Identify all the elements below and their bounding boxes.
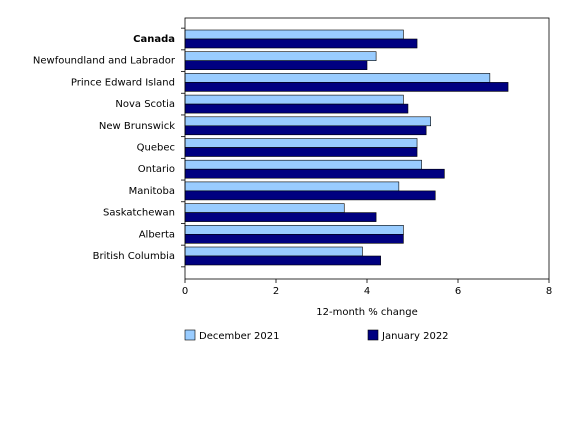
- legend-label: December 2021: [199, 331, 279, 342]
- bar: [184, 116, 431, 127]
- y-tick-label: British Columbia: [93, 251, 175, 262]
- y-tick-label: Quebec: [137, 143, 175, 154]
- bar: [184, 190, 436, 201]
- bar: [184, 203, 345, 213]
- bar: [184, 147, 418, 157]
- y-tick-label: Prince Edward Island: [71, 77, 175, 88]
- legend-swatch: [184, 329, 196, 341]
- bar: [184, 168, 445, 179]
- x-tick-label: 4: [364, 286, 370, 297]
- bar: [184, 159, 422, 170]
- y-tick-label: Manitoba: [129, 186, 175, 197]
- bar: [184, 29, 404, 40]
- bar: [184, 125, 427, 136]
- x-axis-title: 12-month % change: [316, 307, 417, 318]
- bar: [184, 73, 491, 83]
- bar: [184, 103, 409, 114]
- bar: [184, 38, 418, 49]
- bar: [184, 255, 381, 266]
- bar: [184, 212, 377, 222]
- bar: [184, 246, 363, 257]
- bar: [184, 60, 368, 71]
- y-tick-label: Newfoundland and Labrador: [33, 56, 176, 67]
- legend-swatch: [367, 329, 379, 341]
- y-tick-label: Nova Scotia: [115, 99, 175, 110]
- x-tick-label: 2: [273, 286, 279, 297]
- bar: [184, 225, 404, 235]
- bar: [184, 234, 404, 244]
- y-tick-label: Ontario: [138, 164, 175, 175]
- bar: [184, 94, 404, 105]
- legend-label: January 2022: [381, 331, 449, 342]
- bar: [184, 51, 377, 62]
- bar: [184, 138, 418, 148]
- y-tick-label: Saskatchewan: [103, 208, 175, 219]
- bar: [184, 82, 509, 92]
- bar: [184, 181, 400, 192]
- y-tick-label: Canada: [133, 34, 175, 45]
- x-tick-label: 0: [182, 286, 188, 297]
- x-tick-label: 8: [546, 286, 552, 297]
- y-tick-label: Alberta: [139, 229, 175, 240]
- x-tick-label: 6: [455, 286, 461, 297]
- y-tick-label: New Brunswick: [99, 121, 175, 132]
